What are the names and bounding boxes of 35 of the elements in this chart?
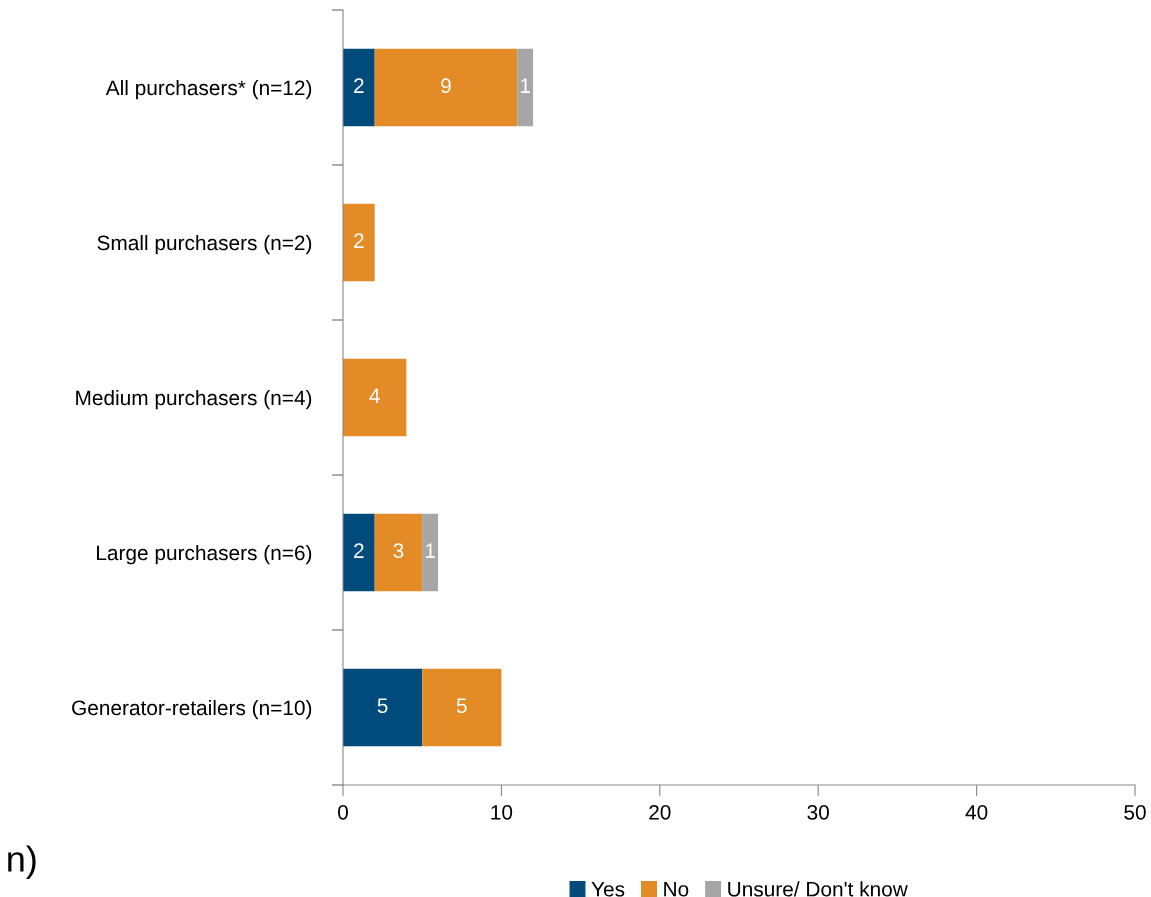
bar — [517, 48, 534, 127]
data-label: 1 — [425, 543, 435, 558]
bar — [343, 668, 423, 747]
bar — [422, 668, 502, 747]
legend-label: Yes — [591, 882, 625, 897]
x-tick-label: 20 — [649, 804, 671, 820]
data-label: 5 — [456, 698, 467, 714]
bar — [343, 48, 375, 127]
data-label: 9 — [441, 78, 451, 94]
x-tick-label: 40 — [965, 804, 988, 820]
y-tick-label: Generator-retailers (n=10) — [72, 699, 312, 720]
x-tick-label: 0 — [338, 804, 348, 820]
data-label: 2 — [354, 233, 364, 248]
y-tick-label: Medium purchasers (n=4) — [76, 389, 312, 410]
data-label: 2 — [354, 78, 364, 93]
x-tick-label: 30 — [807, 804, 829, 820]
y-tick-label: Small purchasers (n=2) — [97, 234, 312, 255]
bar — [343, 513, 375, 592]
data-label: 5 — [377, 698, 388, 714]
x-tick-label: 10 — [491, 804, 513, 820]
data-label: 1 — [520, 78, 530, 93]
y-tick-label: All purchasers* (n=12) — [105, 79, 312, 100]
legend-label: Unsure/ Don't know — [728, 881, 908, 897]
data-label: 2 — [354, 543, 364, 558]
x-tick-label: 50 — [1124, 804, 1146, 820]
bar — [374, 48, 518, 127]
data-label: 4 — [369, 388, 380, 403]
bar — [422, 513, 439, 592]
bar — [343, 203, 375, 282]
text: n) — [8, 845, 36, 880]
y-tick-label: Large purchasers (n=6) — [97, 544, 312, 565]
data-label: 3 — [393, 543, 404, 559]
bar — [374, 513, 423, 592]
bar — [343, 358, 407, 437]
legend-label: No — [664, 882, 689, 897]
